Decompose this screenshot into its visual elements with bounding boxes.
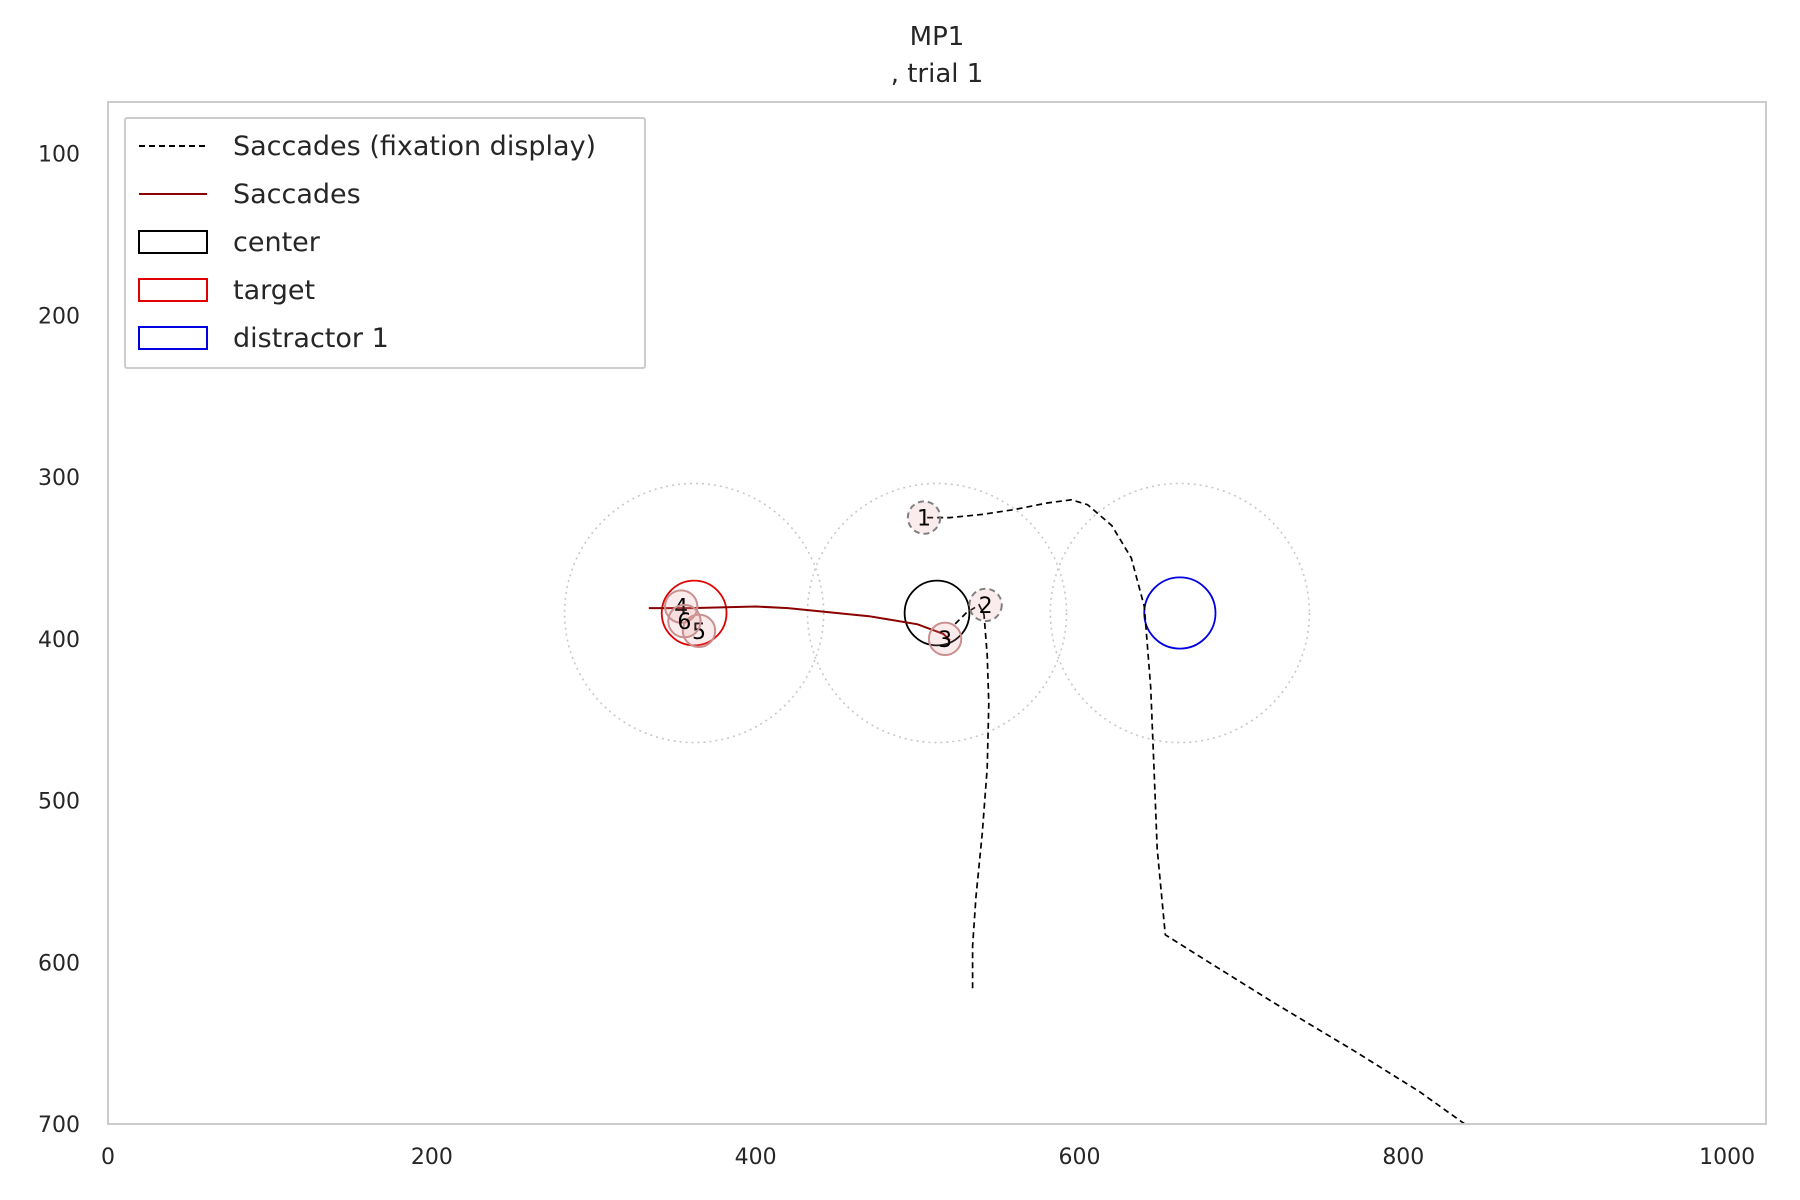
x-tick-label: 200: [411, 1145, 453, 1170]
fixation-circle-2: [968, 587, 1003, 623]
x-tick-label: 1000: [1699, 1145, 1755, 1170]
legend-label-target: target: [233, 275, 315, 306]
fixation-label-3: 3: [938, 628, 952, 653]
zone-circle-2: [806, 482, 1068, 744]
fixation-circle-6: [667, 603, 702, 639]
y-tick-label: 100: [38, 143, 80, 168]
region-distractor-1: [1143, 576, 1217, 650]
plot-content: 1 2 3 456: [563, 482, 1466, 1124]
legend: Saccades (fixation display) Saccades cente…: [124, 117, 646, 369]
fixation-label-6: 6: [677, 610, 691, 635]
legend-label-center: center: [233, 227, 321, 258]
legend-box: [124, 117, 646, 369]
saccade-path-1: [952, 603, 990, 989]
legend-label-saccades-fixation-display-: Saccades (fixation display): [233, 131, 596, 162]
fixation-label-1: 1: [917, 507, 931, 532]
saccade-path-3: [648, 605, 951, 642]
plot-frame: [107, 101, 1767, 1125]
y-tick-label: 700: [38, 1113, 80, 1138]
x-tick-label: 600: [1058, 1145, 1100, 1170]
y-tick-label: 300: [38, 466, 80, 491]
chart-title: MP1: [910, 22, 965, 52]
axis-ticks: 0 200 400 600 800 1000 100 200 300 400 500 600 700: [38, 143, 1755, 1170]
region-center: [903, 579, 971, 647]
plot-area: 1 2 3 456: [563, 482, 1466, 1124]
fixation-label-5: 5: [692, 620, 706, 645]
y-tick-label: 400: [38, 628, 80, 653]
fixation-circle-4: [663, 589, 699, 624]
x-tick-label: 400: [735, 1145, 777, 1170]
zone-circle-3: [1049, 482, 1311, 744]
fixation-circle-3: [927, 621, 963, 657]
saccade-path-2: [925, 498, 1466, 1124]
legend-label-saccades: Saccades: [233, 179, 361, 210]
zone-circle-1: [563, 482, 825, 744]
x-tick-label: 800: [1382, 1145, 1424, 1170]
fixation-circle-1: [906, 500, 942, 535]
legend-swatch-target: [138, 278, 208, 302]
x-tick-label: 0: [101, 1145, 115, 1170]
legend-label-distractor-1: distractor 1: [233, 323, 389, 354]
legend-swatch-center: [138, 230, 208, 254]
y-tick-label: 600: [38, 951, 80, 976]
y-tick-label: 500: [38, 790, 80, 815]
y-tick-label: 200: [38, 304, 80, 329]
legend-swatch-distractor-1: [138, 326, 208, 350]
fixation-label-2: 2: [979, 594, 993, 619]
chart-subtitle: , trial 1: [891, 59, 984, 89]
fixation-label-4: 4: [674, 596, 688, 621]
